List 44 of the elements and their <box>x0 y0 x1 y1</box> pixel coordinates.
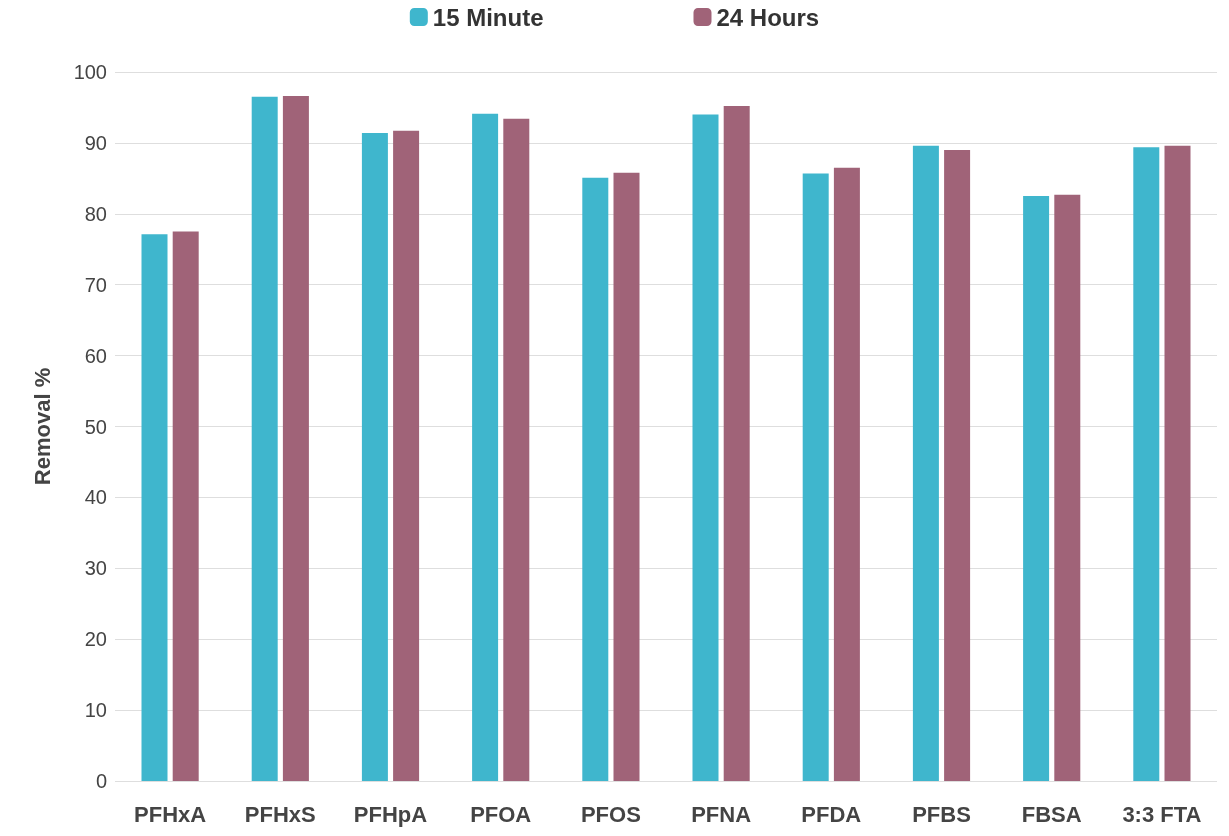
y-axis-title: Removal % <box>29 367 55 486</box>
y-tick-label: 70 <box>84 273 107 296</box>
bar <box>172 231 199 781</box>
y-tick-label: 40 <box>84 486 107 509</box>
legend-label: 24 Hours <box>716 3 820 31</box>
bar <box>503 118 530 781</box>
bar <box>251 96 278 781</box>
y-tick-label: 20 <box>84 628 107 651</box>
y-tick-label: 100 <box>73 61 107 83</box>
x-tick-label: PFNA <box>691 801 752 827</box>
bar <box>1164 145 1191 781</box>
bar <box>582 177 609 781</box>
x-tick-label: PFHpA <box>353 801 428 827</box>
y-tick-label: 0 <box>95 770 107 792</box>
x-tick-label: PFOS <box>580 801 641 827</box>
bar <box>912 145 939 781</box>
bar <box>833 167 860 781</box>
bar <box>282 96 309 781</box>
bar <box>472 113 499 781</box>
y-tick-label: 90 <box>84 131 107 154</box>
x-tick-label: PFHxS <box>244 801 316 827</box>
y-tick-label: 30 <box>84 557 107 580</box>
bar <box>692 114 719 781</box>
x-tick-label: FBSA <box>1021 801 1082 827</box>
y-tick-label: 50 <box>84 415 107 438</box>
x-tick-label: PFBS <box>912 801 971 827</box>
y-tick-label: 80 <box>84 202 107 225</box>
bar <box>802 173 829 781</box>
bar <box>723 106 750 781</box>
x-tick-label: PFOA <box>470 801 532 827</box>
y-tick-label: 60 <box>84 344 107 367</box>
legend-label: 15 Minute <box>432 3 544 31</box>
bar <box>393 130 420 781</box>
bar <box>613 172 640 781</box>
x-tick-label: 3:3 FTA <box>1122 801 1202 827</box>
bar <box>141 234 168 781</box>
y-tick-label: 10 <box>84 699 107 722</box>
x-tick-label: PFDA <box>801 801 862 827</box>
bar <box>1054 194 1081 781</box>
bar <box>1133 147 1160 781</box>
bar <box>361 132 388 781</box>
bar <box>944 149 971 781</box>
x-tick-label: PFHxA <box>134 801 207 827</box>
bar <box>1023 196 1050 781</box>
